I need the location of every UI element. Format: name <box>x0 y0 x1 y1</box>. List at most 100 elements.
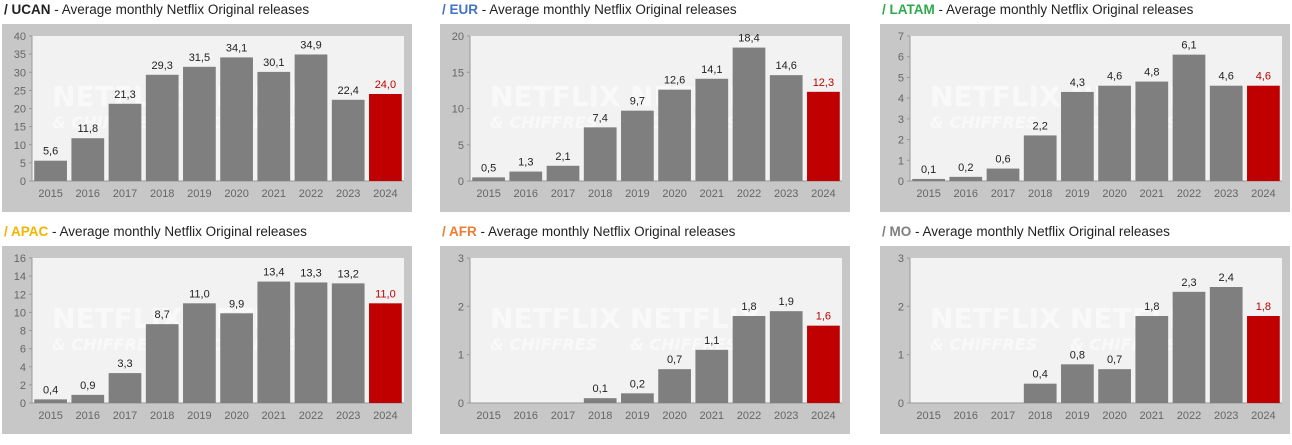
x-tick-label: 2024 <box>1251 188 1275 200</box>
x-tick-label: 2020 <box>1102 188 1126 200</box>
x-tick-label: 2021 <box>700 188 724 200</box>
x-tick-label: 2022 <box>737 188 761 200</box>
data-label: 14,1 <box>701 64 722 76</box>
bar <box>1172 291 1206 403</box>
data-label: 0,2 <box>958 162 973 174</box>
x-tick-label: 2017 <box>113 410 137 422</box>
y-tick-label: 5 <box>898 72 904 84</box>
data-label: 2,3 <box>1181 277 1196 289</box>
x-tick-label: 2015 <box>916 188 940 200</box>
region-label: / EUR <box>442 2 479 17</box>
watermark-text: NETFLIX <box>490 80 621 113</box>
y-tick-label: 20 <box>14 104 26 116</box>
chart-panel-mo: / MO - Average monthly Netflix Original … <box>880 222 1292 442</box>
bar <box>331 99 365 181</box>
x-tick-label: 2023 <box>1214 410 1238 422</box>
title-text: Average monthly Netflix Original release… <box>488 224 736 239</box>
bar <box>34 399 67 403</box>
data-label: 0,1 <box>921 164 936 176</box>
data-label: 11,8 <box>78 123 99 135</box>
data-label: 0,7 <box>1107 354 1122 366</box>
y-tick-label: 1 <box>898 155 904 167</box>
bar-highlight <box>807 325 840 403</box>
y-tick-label: 5 <box>458 140 464 152</box>
bar <box>1209 85 1243 181</box>
y-tick-label: 2 <box>458 301 464 313</box>
data-label: 0,6 <box>995 154 1010 166</box>
bar <box>621 110 654 181</box>
y-tick-label: 3 <box>898 114 904 126</box>
data-label: 2,1 <box>555 151 570 163</box>
bar <box>1135 81 1169 181</box>
watermark-text: & CHIFFRES <box>490 113 597 132</box>
y-tick-label: 15 <box>14 122 26 134</box>
bar <box>1023 135 1057 181</box>
bar <box>1023 383 1057 403</box>
x-tick-label: 2018 <box>150 188 174 200</box>
data-label: 0,9 <box>80 380 95 392</box>
bar <box>294 54 328 181</box>
x-tick-label: 2024 <box>811 410 835 422</box>
y-tick-label: 12 <box>14 289 26 301</box>
data-label: 4,6 <box>1256 71 1271 83</box>
bar-highlight <box>807 91 840 181</box>
x-tick-label: 2017 <box>991 188 1015 200</box>
y-tick-label: 0 <box>20 176 26 188</box>
bar <box>769 75 803 181</box>
y-tick-label: 0 <box>458 398 464 410</box>
chart-panel-eur: / EUR - Average monthly Netflix Original… <box>440 0 860 220</box>
watermark-text: NETFLIX <box>490 302 621 335</box>
bar <box>145 324 179 403</box>
y-tick-label: 1 <box>898 350 904 362</box>
bar-highlight <box>369 303 402 403</box>
data-label: 21,3 <box>114 89 135 101</box>
bar <box>108 103 142 181</box>
y-tick-label: 15 <box>452 67 464 79</box>
y-tick-label: 0 <box>898 398 904 410</box>
y-tick-label: 3 <box>458 253 464 265</box>
data-label: 34,9 <box>300 39 321 51</box>
y-tick-label: 7 <box>898 31 904 43</box>
data-label: 14,6 <box>775 60 796 72</box>
x-tick-label: 2023 <box>1214 188 1238 200</box>
data-label: 34,1 <box>226 42 247 54</box>
x-tick-label: 2017 <box>991 410 1015 422</box>
y-tick-label: 6 <box>898 52 904 64</box>
x-tick-label: 2017 <box>551 188 575 200</box>
data-label: 2,4 <box>1219 272 1234 284</box>
bar-highlight <box>1247 85 1280 181</box>
data-label: 0,2 <box>630 378 645 390</box>
data-label: 13,4 <box>263 267 284 279</box>
x-tick-label: 2021 <box>1140 410 1164 422</box>
bar <box>986 168 1020 181</box>
x-tick-label: 2016 <box>954 410 978 422</box>
bar <box>658 89 691 181</box>
y-tick-label: 2 <box>898 135 904 147</box>
bar <box>34 160 67 181</box>
chart-frame: NETFLIX & CHIFFRES NETFLIX & CHIFFRES 0 1 2 3 20… <box>440 246 850 434</box>
x-tick-label: 2022 <box>1177 410 1201 422</box>
y-tick-label: 1 <box>458 350 464 362</box>
data-label: 24,0 <box>375 79 396 91</box>
bar <box>732 47 766 181</box>
x-tick-label: 2018 <box>588 410 612 422</box>
region-label: / LATAM <box>882 2 935 17</box>
title-separator: - <box>938 2 944 17</box>
x-tick-label: 2019 <box>187 410 211 422</box>
data-label: 11,0 <box>189 288 210 300</box>
x-tick-label: 2018 <box>1028 188 1052 200</box>
bar <box>1061 91 1094 181</box>
x-tick-label: 2020 <box>662 188 686 200</box>
bar <box>695 78 729 181</box>
x-tick-label: 2016 <box>514 188 538 200</box>
x-tick-label: 2021 <box>1140 188 1164 200</box>
x-tick-label: 2020 <box>662 410 686 422</box>
title-separator: - <box>52 224 57 239</box>
watermark-text: & CHIFFRES <box>52 113 159 132</box>
bar <box>621 393 654 403</box>
x-tick-label: 2020 <box>224 188 248 200</box>
data-label: 1,6 <box>816 311 831 323</box>
x-tick-label: 2019 <box>625 188 649 200</box>
